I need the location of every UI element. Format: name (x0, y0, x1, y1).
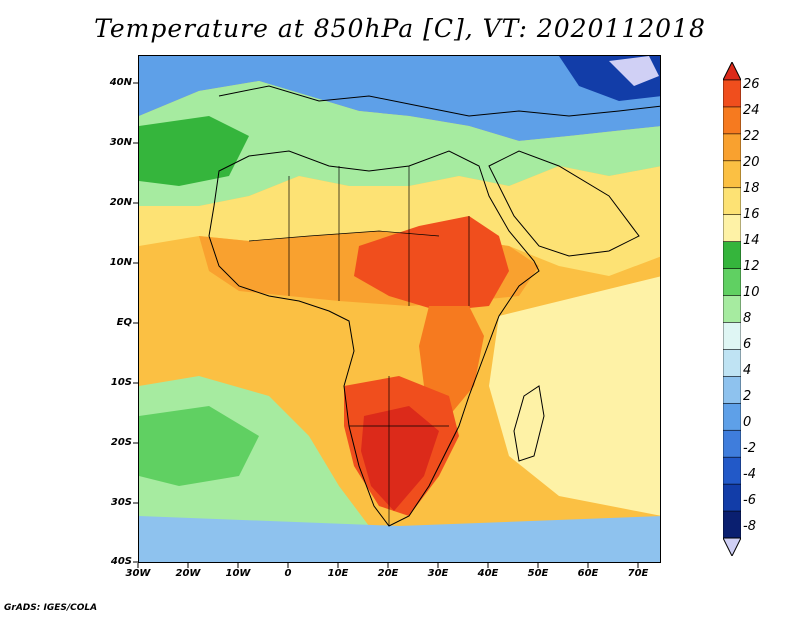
colorbar-label: 10 (743, 285, 760, 300)
map-panel (138, 55, 661, 563)
colorbar-swatch (723, 322, 741, 351)
lat-label: EQ (116, 317, 132, 328)
region-atlantic-green-south (139, 406, 259, 486)
colorbar-swatch (723, 510, 741, 539)
lon-label: 60E (577, 568, 599, 579)
colorbar-label: -4 (743, 467, 756, 482)
colorbar-label: 0 (743, 415, 752, 430)
colorbar-label: -2 (743, 441, 756, 456)
lon-label: 70E (627, 568, 649, 579)
region-very-cold (609, 56, 659, 86)
colorbar-swatch (723, 402, 741, 432)
colorbar-swatch (723, 349, 741, 378)
region-sahara (139, 166, 660, 276)
lon-label: 20E (377, 568, 399, 579)
colorbar-label: 18 (743, 181, 760, 196)
colorbar-label: 24 (743, 103, 760, 118)
lat-label: 10S (110, 377, 132, 388)
colorbar (723, 62, 741, 556)
colorbar-swatch (723, 187, 741, 216)
colorbar-swatch (723, 429, 741, 458)
country-borders (248, 166, 470, 526)
colorbar-label: 14 (743, 233, 760, 248)
lat-label: 30S (110, 497, 132, 508)
lat-label: 20S (110, 437, 132, 448)
region-central-hot (354, 216, 509, 311)
lon-label: 20W (175, 568, 201, 579)
region-southern-core (361, 406, 439, 511)
colorbar-swatch (723, 295, 741, 324)
colorbar-label: 20 (743, 155, 760, 170)
colorbar-swatch (723, 214, 741, 243)
colorbar-swatches (723, 79, 741, 539)
colorbar-label: 6 (743, 337, 752, 352)
lon-label: 30E (427, 568, 449, 579)
lat-label: 40S (110, 556, 132, 567)
colorbar-label: 2 (743, 389, 752, 404)
lon-label: 30W (125, 568, 151, 579)
coastline-europe (218, 85, 660, 117)
colorbar-label: 4 (743, 363, 752, 378)
lon-label: 0 (284, 568, 292, 579)
lon-label: 50E (527, 568, 549, 579)
colorbar-label: 26 (743, 77, 760, 92)
colorbar-label: 8 (743, 311, 752, 326)
region-east-africa (419, 306, 484, 416)
colorbar-label: 16 (743, 207, 760, 222)
colorbar-label: 22 (743, 129, 760, 144)
chart-title: Temperature at 850hPa [C], VT: 202011201… (94, 14, 706, 43)
temperature-map (139, 56, 660, 562)
region-europe-cold (139, 56, 660, 141)
lon-label: 10W (225, 568, 251, 579)
lat-label: 20N (109, 197, 132, 208)
lat-label: 30N (109, 137, 132, 148)
lat-label: 10N (109, 257, 132, 268)
coastline-arabia (488, 150, 640, 257)
colorbar-swatch (723, 483, 741, 512)
colorbar-swatch (723, 79, 741, 108)
colorbar-label: -6 (743, 493, 756, 508)
lon-label: 40E (477, 568, 499, 579)
colorbar-swatch (723, 133, 741, 162)
region-indian-ocean (489, 276, 660, 516)
region-atlantic-green (139, 116, 249, 186)
region-north-africa-mild (139, 81, 660, 206)
colorbar-swatch (723, 160, 741, 189)
colorbar-swatch (723, 376, 741, 405)
colorbar-swatch (723, 268, 741, 297)
colorbar-swatch (723, 241, 741, 270)
region-southern-ocean (139, 516, 660, 562)
colorbar-label: 12 (743, 259, 760, 274)
coastline-africa (208, 150, 540, 527)
credit-footer: GrADS: IGES/COLA (4, 603, 98, 613)
colorbar-swatch (723, 106, 741, 135)
coastline-madagascar (513, 385, 545, 462)
lon-label: 10E (327, 568, 349, 579)
colorbar-swatch (723, 456, 741, 485)
colorbar-label: -8 (743, 519, 756, 534)
lat-label: 40N (109, 77, 132, 88)
